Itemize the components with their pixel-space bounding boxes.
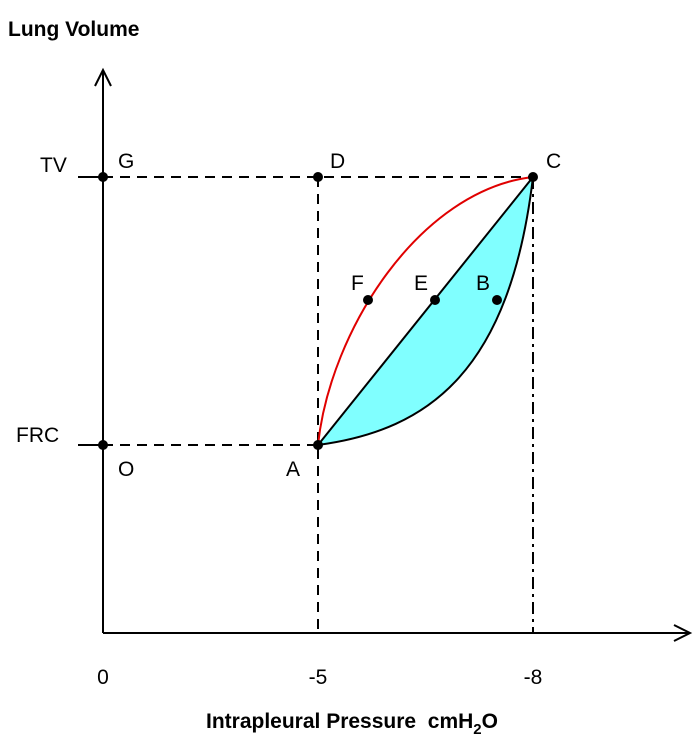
x-axis-title: Intrapleural Pressure cmH2O	[206, 710, 498, 734]
point	[313, 172, 323, 182]
point	[430, 295, 440, 305]
point-label: C	[546, 150, 561, 173]
point-label: A	[286, 458, 300, 481]
point	[98, 440, 108, 450]
compliance-line	[317, 176, 534, 446]
y-label: FRC	[16, 424, 59, 447]
point	[313, 440, 323, 450]
x-label: 0	[97, 666, 109, 689]
y-arrow	[94, 67, 112, 87]
inspiration-curve	[317, 176, 534, 446]
x-label: -5	[309, 666, 328, 689]
expiration-curve	[317, 176, 534, 446]
point	[492, 295, 502, 305]
point-label: E	[414, 272, 428, 295]
point	[528, 172, 538, 182]
point-label: G	[118, 150, 134, 173]
x-title-sub: 2	[473, 721, 481, 734]
x-title-end: O	[482, 710, 498, 733]
y-label: TV	[40, 154, 67, 177]
point	[98, 172, 108, 182]
x-arrow	[673, 624, 693, 642]
points	[98, 172, 538, 450]
point-label: D	[330, 150, 345, 173]
point-label: F	[351, 272, 364, 295]
point	[363, 295, 373, 305]
point-label: O	[118, 458, 134, 481]
y-axis-title: Lung Volume	[8, 18, 139, 41]
x-title-main: Intrapleural Pressure cmH	[206, 710, 473, 733]
point-label: B	[476, 272, 490, 295]
x-label: -8	[524, 666, 543, 689]
